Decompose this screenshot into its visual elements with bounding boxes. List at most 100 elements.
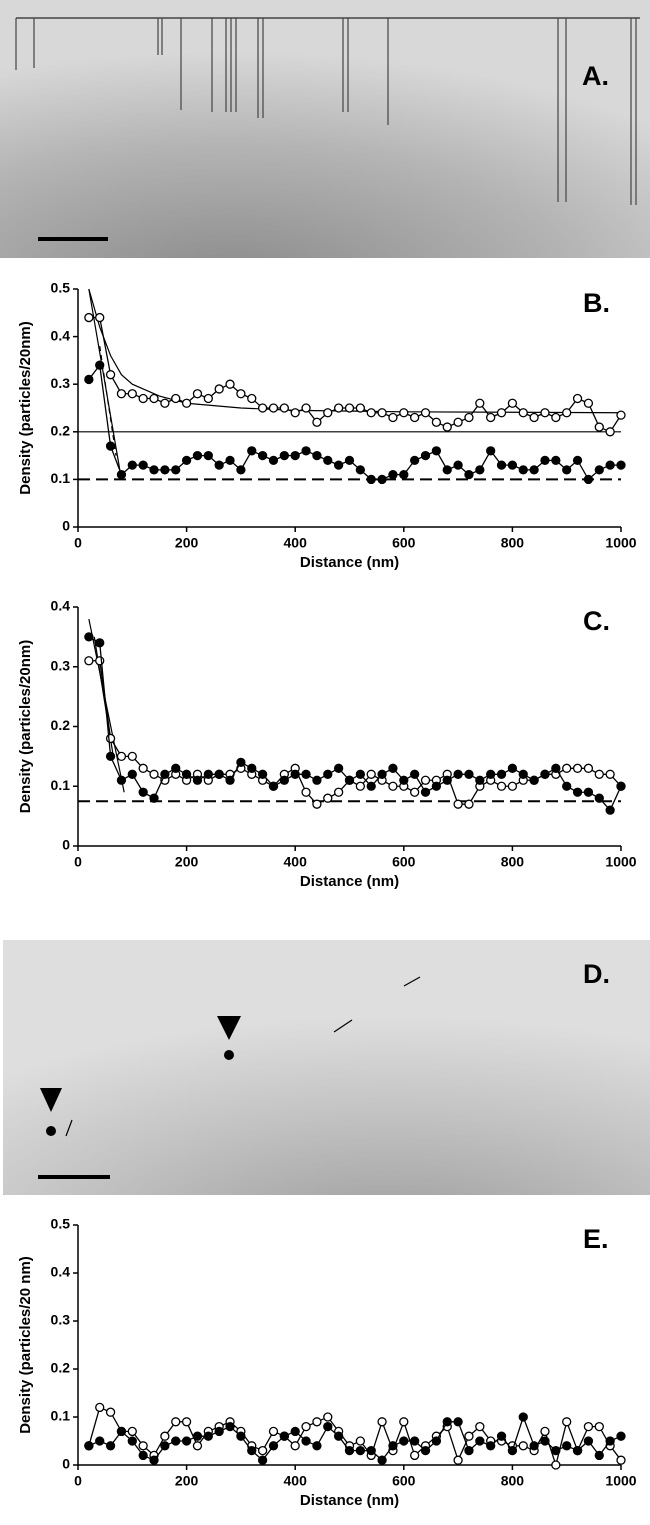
data-point bbox=[551, 1445, 561, 1456]
y-tick-label: 0.1 bbox=[51, 777, 71, 793]
data-point bbox=[453, 769, 463, 779]
y-tick-label: 0 bbox=[62, 1456, 70, 1472]
y-tick-label: 0.2 bbox=[51, 423, 71, 439]
x-tick-label: 1000 bbox=[605, 1473, 636, 1489]
data-point bbox=[410, 455, 420, 466]
data-point bbox=[105, 733, 116, 744]
data-point bbox=[551, 1460, 561, 1470]
data-point bbox=[323, 455, 333, 466]
data-point bbox=[464, 412, 474, 423]
data-point bbox=[616, 410, 626, 420]
data-point bbox=[518, 1441, 528, 1451]
data-point bbox=[312, 1441, 322, 1451]
data-point bbox=[464, 1445, 474, 1456]
data-point bbox=[507, 763, 518, 773]
data-point bbox=[529, 1441, 539, 1451]
data-point bbox=[442, 422, 452, 432]
data-point bbox=[247, 446, 257, 456]
data-point bbox=[507, 460, 518, 470]
data-point bbox=[181, 398, 192, 408]
data-point bbox=[203, 769, 213, 779]
data-point bbox=[214, 384, 224, 394]
data-point bbox=[388, 781, 398, 791]
data-point bbox=[605, 805, 615, 815]
data-point bbox=[442, 465, 452, 475]
data-point bbox=[410, 769, 420, 779]
data-point bbox=[562, 465, 572, 475]
data-point bbox=[605, 1436, 615, 1446]
y-tick-label: 0.4 bbox=[51, 327, 71, 343]
data-point bbox=[562, 781, 572, 791]
data-point bbox=[127, 751, 137, 762]
series-line bbox=[88, 636, 622, 812]
data-point bbox=[236, 389, 246, 399]
data-point bbox=[453, 1455, 463, 1465]
data-point bbox=[290, 769, 300, 779]
data-point bbox=[562, 1417, 572, 1427]
data-point bbox=[496, 460, 507, 470]
x-tick-label: 800 bbox=[501, 1473, 525, 1489]
data-point bbox=[236, 757, 246, 767]
data-point bbox=[572, 787, 583, 797]
data-point bbox=[138, 393, 148, 404]
data-point bbox=[551, 763, 561, 773]
data-point bbox=[518, 769, 528, 779]
data-point bbox=[301, 1436, 311, 1446]
data-point bbox=[540, 455, 550, 466]
data-point bbox=[355, 781, 366, 791]
panel-label: A. bbox=[582, 61, 609, 91]
data-point bbox=[127, 1426, 137, 1437]
y-tick-label: 0.5 bbox=[51, 1216, 71, 1232]
data-point bbox=[399, 408, 409, 418]
data-point bbox=[583, 787, 594, 797]
data-point bbox=[268, 403, 279, 413]
data-point bbox=[431, 446, 442, 456]
data-point bbox=[594, 793, 604, 803]
data-point bbox=[344, 403, 355, 413]
data-point bbox=[290, 408, 300, 418]
data-point bbox=[116, 775, 127, 785]
data-point bbox=[410, 1450, 420, 1461]
x-tick-label: 600 bbox=[392, 854, 416, 870]
data-point bbox=[366, 769, 376, 779]
data-point bbox=[84, 632, 94, 642]
data-point bbox=[171, 465, 181, 475]
data-point bbox=[355, 769, 366, 779]
data-point bbox=[95, 638, 105, 648]
x-tick-label: 200 bbox=[175, 1473, 199, 1489]
y-axis-title: Density (particles/20nm) bbox=[17, 321, 34, 494]
data-point bbox=[605, 427, 615, 437]
data-point bbox=[518, 408, 528, 418]
data-point bbox=[410, 412, 420, 423]
data-point bbox=[572, 1445, 583, 1456]
data-point bbox=[431, 781, 442, 791]
data-point bbox=[583, 398, 594, 408]
data-point bbox=[323, 1412, 333, 1422]
data-point bbox=[138, 787, 148, 797]
data-point bbox=[529, 412, 539, 423]
data-point bbox=[562, 1441, 572, 1451]
data-point bbox=[486, 769, 496, 779]
data-point bbox=[355, 1445, 366, 1456]
data-point bbox=[149, 793, 159, 803]
x-axis-title: Distance (nm) bbox=[300, 554, 399, 571]
data-point bbox=[344, 775, 355, 785]
data-point bbox=[312, 775, 322, 785]
data-point bbox=[127, 1436, 137, 1446]
data-point bbox=[507, 781, 518, 791]
data-point bbox=[192, 1431, 203, 1441]
data-point bbox=[301, 769, 311, 779]
x-tick-label: 0 bbox=[74, 1473, 82, 1489]
data-point bbox=[475, 1421, 485, 1432]
data-point bbox=[507, 398, 518, 408]
y-tick-label: 0 bbox=[62, 518, 70, 534]
data-point bbox=[475, 465, 485, 475]
data-point bbox=[388, 469, 398, 480]
data-point bbox=[247, 763, 257, 773]
data-point bbox=[377, 1417, 387, 1427]
data-point bbox=[257, 769, 268, 779]
data-point bbox=[605, 769, 615, 779]
data-point bbox=[279, 403, 289, 413]
data-point bbox=[594, 1421, 604, 1432]
